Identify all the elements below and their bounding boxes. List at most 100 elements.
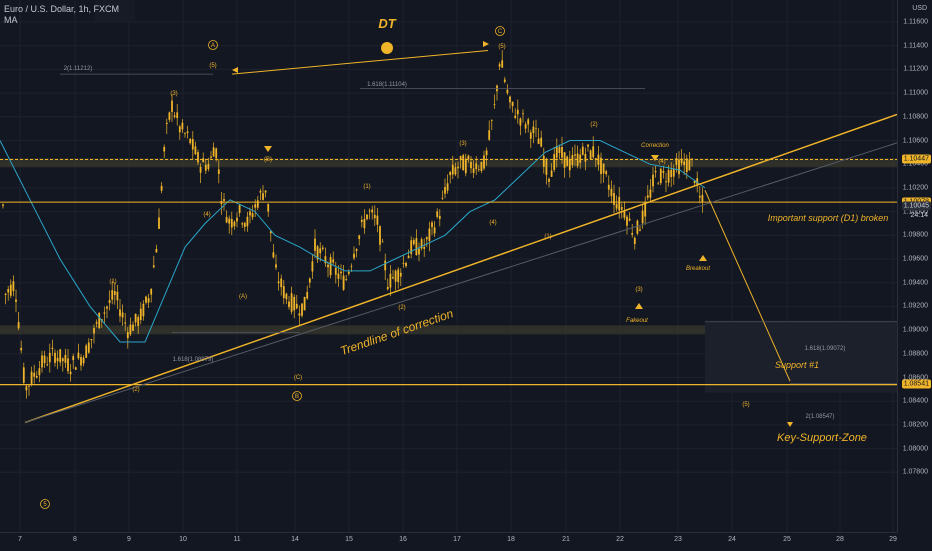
candle-body: [680, 158, 683, 164]
time-tick: 25: [783, 536, 791, 543]
candle-body: [106, 306, 108, 309]
candle-body: [667, 170, 670, 183]
projection-arrow: [704, 190, 791, 382]
candle-body: [436, 211, 439, 217]
candle-body: [7, 289, 10, 293]
price-tick: 1.09400: [902, 279, 928, 287]
candle-body: [509, 96, 511, 103]
candle-body: [402, 263, 405, 264]
candle-body: [301, 303, 303, 316]
candle-body: [545, 160, 548, 175]
candle-body: [332, 259, 335, 263]
arrow-head-right: [483, 41, 489, 47]
candle-body: [152, 265, 155, 268]
candle-body: [698, 195, 701, 198]
candle-body: [285, 293, 288, 300]
wave-label: (3): [170, 91, 177, 97]
candle-body: [230, 218, 233, 228]
symbol-title: Euro / U.S. Dollar, 1h, FXCM: [4, 4, 120, 14]
candle-body: [683, 161, 686, 166]
price-tick: 1.10000: [902, 208, 928, 216]
candle-body: [246, 216, 249, 227]
candle-body: [605, 171, 608, 175]
candle-body: [189, 138, 192, 144]
price-tick: 1.09000: [902, 326, 928, 334]
time-tick: 7: [18, 536, 22, 543]
candle-body: [670, 169, 673, 178]
candle-body: [56, 357, 59, 362]
candle-body: [264, 190, 267, 193]
candle-body: [238, 205, 241, 213]
candle-body: [4, 293, 7, 295]
candle-body: [457, 166, 459, 169]
candle-body: [480, 161, 483, 171]
arrow-head-down: [787, 422, 793, 427]
candle-body: [134, 313, 137, 323]
candle-body: [129, 324, 132, 335]
candle-body: [46, 364, 49, 366]
candle-body: [628, 218, 631, 221]
grid-lines: [0, 0, 897, 532]
candle-body: [568, 158, 571, 171]
candle-body: [51, 347, 54, 350]
candle-body: [223, 199, 225, 201]
time-tick: 22: [616, 536, 624, 543]
candle-body: [228, 218, 231, 224]
candle-body: [602, 163, 605, 174]
time-axis[interactable]: 7 8 9 10 11 14 15 16 17 18 21 22 23 24 25 28 29: [0, 532, 897, 551]
time-tick: 11: [233, 536, 241, 543]
candle-body: [319, 248, 322, 254]
price-tick: 1.11600: [903, 18, 928, 26]
candle-body: [202, 158, 205, 163]
candle-body: [587, 144, 589, 147]
price-axis[interactable]: USD 1.11600 1.11400 1.11200 1.11000 1.10800 1…: [897, 0, 932, 532]
candle-body: [477, 169, 480, 170]
candle-body: [654, 171, 657, 173]
candle-body: [217, 169, 220, 174]
price-tick: 1.08000: [902, 445, 928, 453]
candle-body: [98, 312, 101, 329]
candle-body: [215, 148, 218, 159]
candle-body: [394, 270, 397, 282]
candle-body: [511, 101, 514, 107]
candle-body: [243, 222, 246, 228]
candle-body: [444, 187, 446, 194]
candle-body: [212, 147, 215, 157]
fakeout-triangle: [635, 303, 643, 309]
candle-body: [233, 221, 236, 227]
candle-body: [399, 272, 402, 277]
wave-label: (5): [209, 63, 216, 69]
candle-body: [454, 167, 457, 175]
candle-body: [54, 352, 56, 363]
candle-body: [418, 248, 420, 255]
candle-body: [428, 228, 431, 241]
candle-body: [472, 168, 475, 173]
time-tick: 15: [345, 536, 353, 543]
candle-body: [160, 185, 163, 191]
breakout-label: Breakout: [686, 266, 710, 272]
drawing-lines: [0, 41, 898, 427]
candle-body: [652, 174, 654, 187]
time-tick: 10: [179, 536, 187, 543]
candle-body: [597, 154, 600, 165]
candle-body: [485, 150, 488, 156]
candle-body: [150, 288, 153, 295]
candle-body: [181, 122, 184, 130]
candle-body: [540, 137, 543, 147]
candle-body: [277, 281, 280, 284]
candle-body: [535, 128, 537, 130]
indicator-label: MA: [4, 15, 18, 25]
candle-body: [236, 217, 238, 222]
wave-label: (3): [459, 141, 466, 147]
candle-body: [74, 367, 77, 370]
candle-body: [696, 178, 699, 185]
price-badge: 1.08541: [901, 379, 931, 389]
candle-body: [483, 155, 485, 169]
candle-body: [303, 296, 306, 311]
wave-label: (2): [398, 305, 405, 311]
candle-body: [376, 215, 379, 225]
candle-body: [267, 203, 270, 212]
candle-body: [20, 347, 23, 351]
arrow-head-left: [232, 67, 238, 73]
